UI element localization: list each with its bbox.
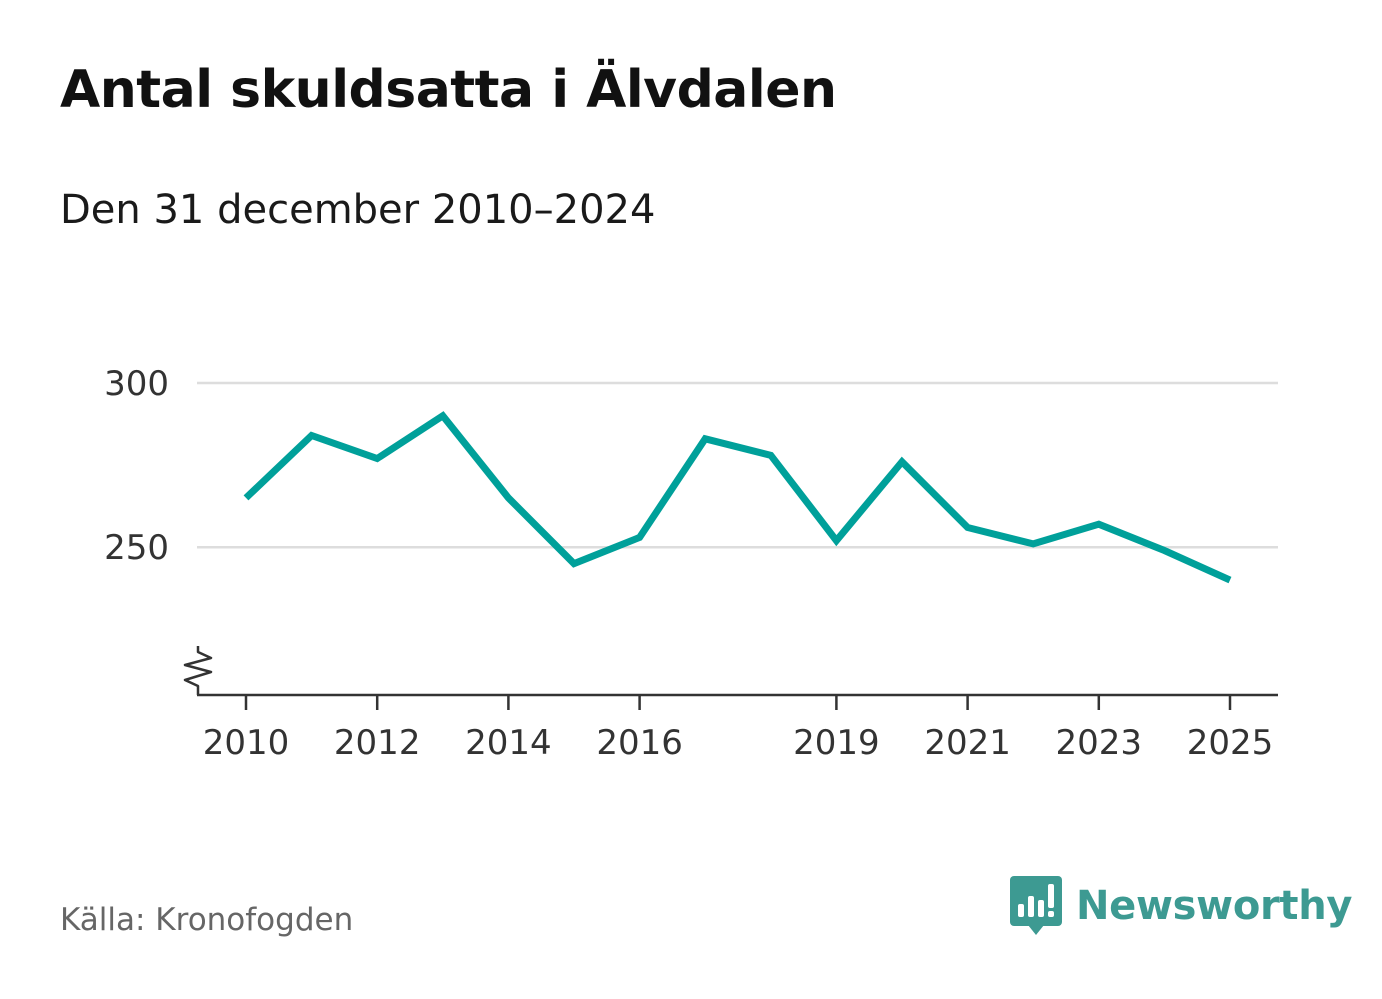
newsworthy-logo-icon (1010, 876, 1062, 935)
chart-subtitle: Den 31 december 2010–2024 (60, 187, 656, 233)
axes (183, 646, 1278, 697)
x-tick-label-2014: 2014 (465, 723, 552, 763)
x-tick-label-2019: 2019 (793, 723, 880, 763)
x-tick-label-2021: 2021 (924, 723, 1011, 763)
x-tick-label-2010: 2010 (203, 723, 290, 763)
y-tick-labels: 300 250 (104, 364, 169, 568)
x-tick-label-2025: 2025 (1187, 723, 1274, 763)
x-ticks: 2010 2012 2014 2016 2019 2021 2023 2025 (203, 695, 1274, 763)
brand-logo: Newsworthy (1010, 876, 1353, 936)
series (243, 411, 1232, 584)
x-tick-label-2023: 2023 (1056, 723, 1143, 763)
gridlines (197, 381, 1278, 549)
y-axis-break-icon (183, 646, 213, 695)
chart-title: Antal skuldsatta i Älvdalen (60, 60, 837, 120)
y-tick-label-300: 300 (104, 364, 169, 404)
source-note: Källa: Kronofogden (60, 902, 354, 938)
brand-name: Newsworthy (1076, 883, 1353, 929)
series-line-0 (243, 411, 1232, 584)
x-tick-label-2012: 2012 (334, 723, 421, 763)
y-tick-label-250: 250 (104, 528, 169, 568)
x-tick-label-2016: 2016 (596, 723, 683, 763)
